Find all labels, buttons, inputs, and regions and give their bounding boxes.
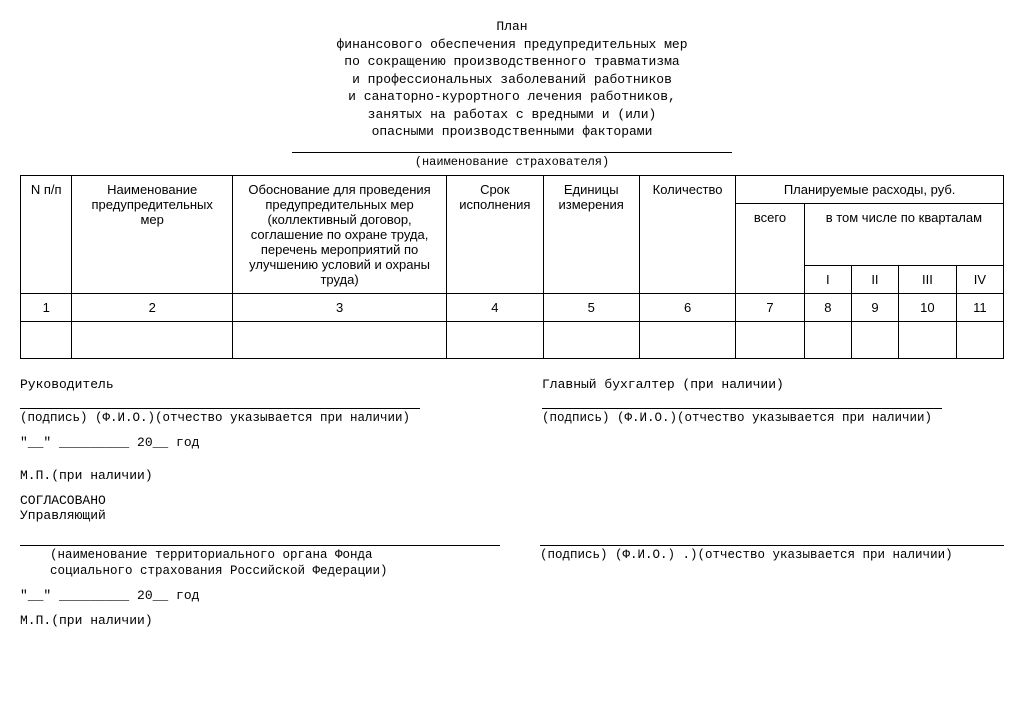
insurer-caption: (наименование страхователя) [20,155,1004,169]
empty-cell [21,321,72,358]
empty-cell [543,321,639,358]
empty-cell [956,321,1003,358]
colnum-3: 3 [233,293,447,321]
role-head: Руководитель [20,377,482,392]
title-line-3: по сокращению производственного травмати… [20,53,1004,71]
colnum-7: 7 [736,293,805,321]
th-q1: I [804,265,851,293]
th-total: всего [736,203,805,293]
empty-data-row [21,321,1004,358]
th-q4: IV [956,265,1003,293]
empty-cell [72,321,233,358]
th-q3: III [898,265,956,293]
th-planned: Планируемые расходы, руб. [736,175,1004,203]
th-name: Наименование предупредительных мер [72,175,233,293]
date-line-1: "__" _________ 20__ год [20,435,1004,450]
colnum-11: 11 [956,293,1003,321]
plan-table: N п/п Наименование предупредительных мер… [20,175,1004,359]
th-units: Единицы измерения [543,175,639,293]
title-line-2: финансового обеспечения предупредительны… [20,36,1004,54]
colnum-10: 10 [898,293,956,321]
title-block: План финансового обеспечения предупредит… [20,18,1004,141]
empty-cell [804,321,851,358]
manager-sign-caption: (подпись) (Ф.И.О.) .)(отчество указывает… [540,548,1004,562]
empty-cell [736,321,805,358]
th-qty: Количество [639,175,735,293]
th-quarters: в том числе по кварталам [804,203,1003,265]
head-sign-caption: (подпись) (Ф.И.О.)(отчество указывается … [20,411,482,425]
colnum-8: 8 [804,293,851,321]
colnum-1: 1 [21,293,72,321]
date-line-2: "__" _________ 20__ год [20,588,1004,603]
th-term: Срок исполнения [447,175,543,293]
empty-cell [639,321,735,358]
title-line-1: План [20,18,1004,36]
colnum-5: 5 [543,293,639,321]
colnum-4: 4 [447,293,543,321]
org-caption-1: (наименование территориального органа Фо… [20,548,500,562]
colnum-9: 9 [851,293,898,321]
accountant-sign-line [542,394,942,409]
insurer-blank-line [292,151,732,153]
th-npp: N п/п [21,175,72,293]
accountant-sign-caption: (подпись) (Ф.И.О.)(отчество указывается … [542,411,1004,425]
mp-1: М.П.(при наличии) [20,468,1004,483]
th-basis: Обоснование для проведения предупредител… [233,175,447,293]
colnum-2: 2 [72,293,233,321]
title-line-4: и профессиональных заболеваний работнико… [20,71,1004,89]
empty-cell [233,321,447,358]
role-accountant: Главный бухгалтер (при наличии) [542,377,1004,392]
org-caption-2: социального страхования Российской Федер… [20,564,500,578]
head-sign-line [20,394,420,409]
title-line-7: опасными производственными факторами [20,123,1004,141]
title-line-6: занятых на работах с вредными и (или) [20,106,1004,124]
colnum-6: 6 [639,293,735,321]
manager-label: Управляющий [20,508,1004,523]
mp-2: М.П.(при наличии) [20,613,1004,628]
empty-cell [851,321,898,358]
title-line-5: и санаторно-курортного лечения работнико… [20,88,1004,106]
manager-sign-line [540,531,1004,546]
agreed-label: СОГЛАСОВАНО [20,493,1004,508]
column-number-row: 1234567891011 [21,293,1004,321]
org-name-line [20,531,500,546]
empty-cell [447,321,543,358]
th-q2: II [851,265,898,293]
empty-cell [898,321,956,358]
